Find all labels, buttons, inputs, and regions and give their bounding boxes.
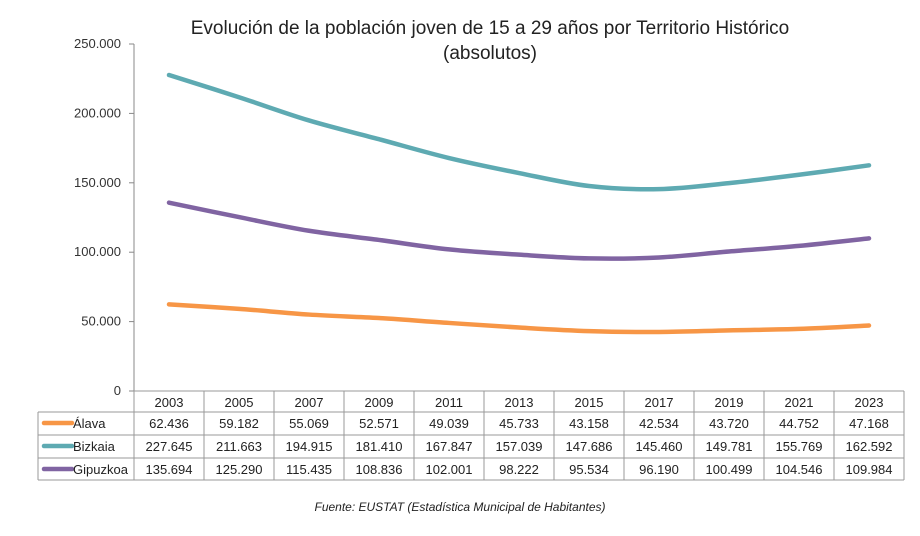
data-table-value: 96.190: [639, 462, 679, 477]
data-table-value: 42.534: [639, 416, 679, 431]
x-category-label: 2007: [295, 395, 324, 410]
data-table-value: 49.039: [429, 416, 469, 431]
chart-title: Evolución de la población joven de 15 a …: [150, 16, 830, 66]
y-tick-label: 100.000: [74, 244, 121, 259]
data-table-value: 45.733: [499, 416, 539, 431]
data-table-value: 194.915: [286, 439, 333, 454]
x-category-label: 2021: [785, 395, 814, 410]
y-tick-label: 150.000: [74, 175, 121, 190]
data-table-value: 62.436: [149, 416, 189, 431]
data-table-value: 100.499: [706, 462, 753, 477]
data-table-value: 125.290: [216, 462, 263, 477]
x-category-label: 2019: [715, 395, 744, 410]
data-table-value: 52.571: [359, 416, 399, 431]
series-line-bizkaia: [166, 72, 872, 192]
data-table-value: 181.410: [356, 439, 403, 454]
y-tick-label: 250.000: [74, 36, 121, 51]
x-category-label: 2009: [365, 395, 394, 410]
series-line-álava: [166, 302, 872, 335]
data-table-value: 115.435: [286, 462, 332, 477]
x-category-label: 2003: [155, 395, 184, 410]
data-table-value: 135.694: [146, 462, 193, 477]
data-table-value: 98.222: [499, 462, 539, 477]
data-table-value: 104.546: [776, 462, 823, 477]
data-table-value: 145.460: [636, 439, 683, 454]
data-table-value: 109.984: [846, 462, 893, 477]
chart-title-line1: Evolución de la población joven de 15 a …: [190, 18, 790, 39]
data-table-value: 157.039: [496, 439, 543, 454]
data-table-value: 59.182: [219, 416, 259, 431]
y-tick-label: 0: [114, 383, 121, 398]
x-category-label: 2015: [575, 395, 604, 410]
source-note: Fuente: EUSTAT (Estadística Municipal de…: [314, 500, 606, 514]
legend-label: Bizkaia: [73, 439, 116, 454]
data-table-value: 211.663: [216, 439, 262, 454]
data-table-value: 227.645: [146, 439, 193, 454]
data-table-value: 147.686: [566, 439, 613, 454]
data-table-value: 108.836: [356, 462, 403, 477]
data-table-value: 149.781: [706, 439, 753, 454]
x-category-label: 2011: [435, 395, 463, 410]
x-category-label: 2023: [855, 395, 884, 410]
x-category-label: 2017: [645, 395, 674, 410]
data-table-value: 95.534: [569, 462, 609, 477]
data-table-value: 55.069: [289, 416, 329, 431]
series-line-gipuzkoa: [166, 200, 872, 261]
data-table-value: 102.001: [426, 462, 473, 477]
legend-label: Álava: [73, 416, 106, 431]
chart-title-line2: (absolutos): [443, 43, 537, 64]
data-table-value: 155.769: [776, 439, 823, 454]
data-table-value: 162.592: [846, 439, 893, 454]
x-category-label: 2005: [225, 395, 254, 410]
data-table-value: 43.158: [569, 416, 609, 431]
x-category-label: 2013: [505, 395, 534, 410]
data-table-value: 43.720: [709, 416, 749, 431]
y-tick-label: 50.000: [81, 314, 121, 329]
legend-label: Gipuzkoa: [73, 462, 129, 477]
data-table-value: 167.847: [426, 439, 473, 454]
data-table-value: 47.168: [849, 416, 889, 431]
data-table-value: 44.752: [779, 416, 819, 431]
y-tick-label: 200.000: [74, 105, 121, 120]
